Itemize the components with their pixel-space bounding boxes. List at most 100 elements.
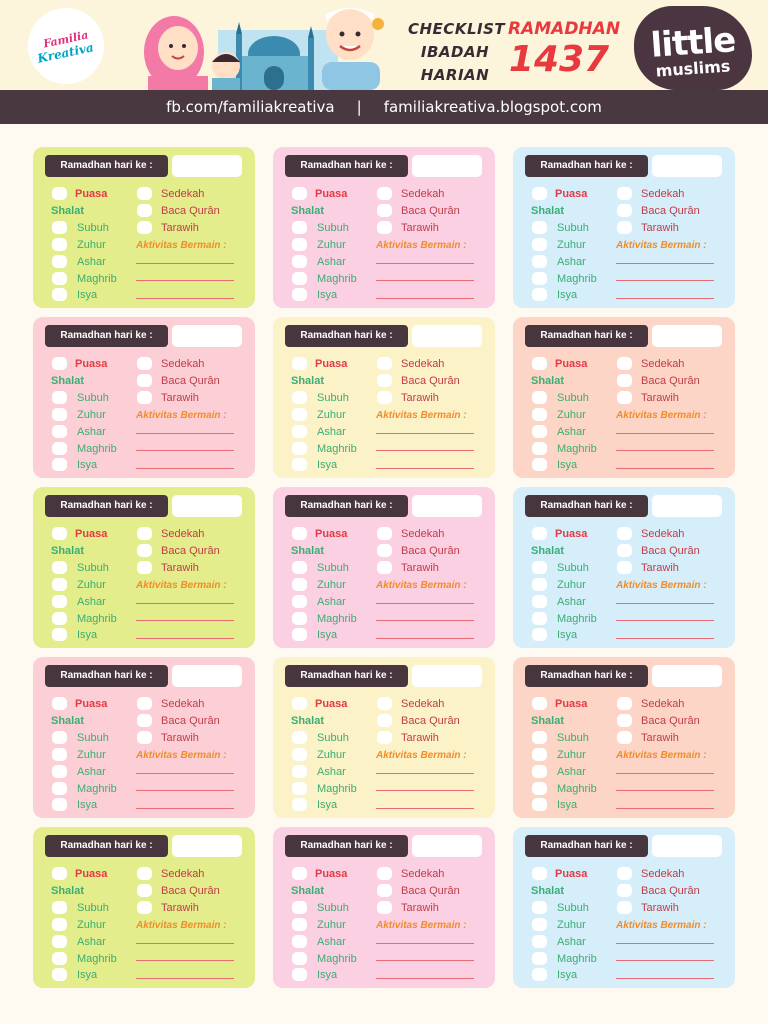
- day-input-box[interactable]: [652, 835, 722, 857]
- tarawih-checkbox[interactable]: [617, 561, 632, 574]
- sedekah-checkbox[interactable]: [617, 527, 632, 540]
- tarawih-checkbox[interactable]: [377, 901, 392, 914]
- baca-quran-checkbox[interactable]: [617, 544, 632, 557]
- isya-checkbox[interactable]: [292, 288, 307, 301]
- zuhur-checkbox[interactable]: [532, 408, 547, 421]
- day-input-box[interactable]: [172, 495, 242, 517]
- subuh-checkbox[interactable]: [292, 901, 307, 914]
- day-input-box[interactable]: [172, 325, 242, 347]
- sedekah-checkbox[interactable]: [137, 357, 152, 370]
- maghrib-checkbox[interactable]: [52, 952, 67, 965]
- ashar-checkbox[interactable]: [532, 255, 547, 268]
- subuh-checkbox[interactable]: [532, 901, 547, 914]
- tarawih-checkbox[interactable]: [137, 391, 152, 404]
- maghrib-checkbox[interactable]: [532, 272, 547, 285]
- zuhur-checkbox[interactable]: [292, 578, 307, 591]
- isya-checkbox[interactable]: [52, 798, 67, 811]
- tarawih-checkbox[interactable]: [137, 221, 152, 234]
- day-input-box[interactable]: [172, 835, 242, 857]
- puasa-checkbox[interactable]: [52, 697, 67, 710]
- activity-line[interactable]: [616, 808, 714, 809]
- ashar-checkbox[interactable]: [532, 425, 547, 438]
- baca-quran-checkbox[interactable]: [377, 374, 392, 387]
- day-input-box[interactable]: [652, 325, 722, 347]
- activity-line[interactable]: [376, 603, 474, 604]
- puasa-checkbox[interactable]: [532, 187, 547, 200]
- subuh-checkbox[interactable]: [52, 731, 67, 744]
- isya-checkbox[interactable]: [292, 628, 307, 641]
- tarawih-checkbox[interactable]: [377, 391, 392, 404]
- activity-line[interactable]: [376, 298, 474, 299]
- day-input-box[interactable]: [412, 325, 482, 347]
- puasa-checkbox[interactable]: [532, 527, 547, 540]
- puasa-checkbox[interactable]: [52, 527, 67, 540]
- tarawih-checkbox[interactable]: [617, 901, 632, 914]
- isya-checkbox[interactable]: [52, 968, 67, 981]
- ashar-checkbox[interactable]: [532, 595, 547, 608]
- baca-quran-checkbox[interactable]: [617, 714, 632, 727]
- zuhur-checkbox[interactable]: [52, 238, 67, 251]
- day-input-box[interactable]: [652, 495, 722, 517]
- activity-line[interactable]: [376, 638, 474, 639]
- day-input-box[interactable]: [412, 495, 482, 517]
- baca-quran-checkbox[interactable]: [137, 374, 152, 387]
- baca-quran-checkbox[interactable]: [377, 544, 392, 557]
- isya-checkbox[interactable]: [52, 628, 67, 641]
- isya-checkbox[interactable]: [532, 458, 547, 471]
- activity-line[interactable]: [616, 638, 714, 639]
- activity-line[interactable]: [616, 468, 714, 469]
- baca-quran-checkbox[interactable]: [377, 884, 392, 897]
- activity-line[interactable]: [136, 298, 234, 299]
- ashar-checkbox[interactable]: [52, 935, 67, 948]
- zuhur-checkbox[interactable]: [292, 748, 307, 761]
- tarawih-checkbox[interactable]: [617, 731, 632, 744]
- isya-checkbox[interactable]: [532, 798, 547, 811]
- activity-line[interactable]: [136, 960, 234, 961]
- baca-quran-checkbox[interactable]: [377, 714, 392, 727]
- subuh-checkbox[interactable]: [292, 221, 307, 234]
- activity-line[interactable]: [616, 603, 714, 604]
- zuhur-checkbox[interactable]: [292, 918, 307, 931]
- puasa-checkbox[interactable]: [52, 867, 67, 880]
- activity-line[interactable]: [376, 468, 474, 469]
- ashar-checkbox[interactable]: [52, 765, 67, 778]
- maghrib-checkbox[interactable]: [52, 612, 67, 625]
- subuh-checkbox[interactable]: [532, 731, 547, 744]
- ashar-checkbox[interactable]: [52, 595, 67, 608]
- sedekah-checkbox[interactable]: [377, 357, 392, 370]
- tarawih-checkbox[interactable]: [377, 221, 392, 234]
- sedekah-checkbox[interactable]: [617, 187, 632, 200]
- tarawih-checkbox[interactable]: [137, 731, 152, 744]
- puasa-checkbox[interactable]: [52, 187, 67, 200]
- activity-line[interactable]: [136, 943, 234, 944]
- zuhur-checkbox[interactable]: [532, 578, 547, 591]
- baca-quran-checkbox[interactable]: [617, 204, 632, 217]
- subuh-checkbox[interactable]: [532, 391, 547, 404]
- baca-quran-checkbox[interactable]: [137, 884, 152, 897]
- activity-line[interactable]: [136, 263, 234, 264]
- activity-line[interactable]: [616, 790, 714, 791]
- puasa-checkbox[interactable]: [292, 867, 307, 880]
- zuhur-checkbox[interactable]: [532, 748, 547, 761]
- activity-line[interactable]: [376, 433, 474, 434]
- activity-line[interactable]: [136, 603, 234, 604]
- ashar-checkbox[interactable]: [532, 765, 547, 778]
- subuh-checkbox[interactable]: [52, 221, 67, 234]
- sedekah-checkbox[interactable]: [617, 357, 632, 370]
- subuh-checkbox[interactable]: [52, 901, 67, 914]
- ashar-checkbox[interactable]: [52, 255, 67, 268]
- activity-line[interactable]: [376, 978, 474, 979]
- activity-line[interactable]: [376, 280, 474, 281]
- subuh-checkbox[interactable]: [532, 221, 547, 234]
- sedekah-checkbox[interactable]: [137, 187, 152, 200]
- day-input-box[interactable]: [652, 155, 722, 177]
- subuh-checkbox[interactable]: [532, 561, 547, 574]
- maghrib-checkbox[interactable]: [52, 442, 67, 455]
- zuhur-checkbox[interactable]: [52, 918, 67, 931]
- activity-line[interactable]: [616, 263, 714, 264]
- isya-checkbox[interactable]: [292, 458, 307, 471]
- ashar-checkbox[interactable]: [292, 765, 307, 778]
- subuh-checkbox[interactable]: [52, 561, 67, 574]
- puasa-checkbox[interactable]: [532, 357, 547, 370]
- activity-line[interactable]: [136, 620, 234, 621]
